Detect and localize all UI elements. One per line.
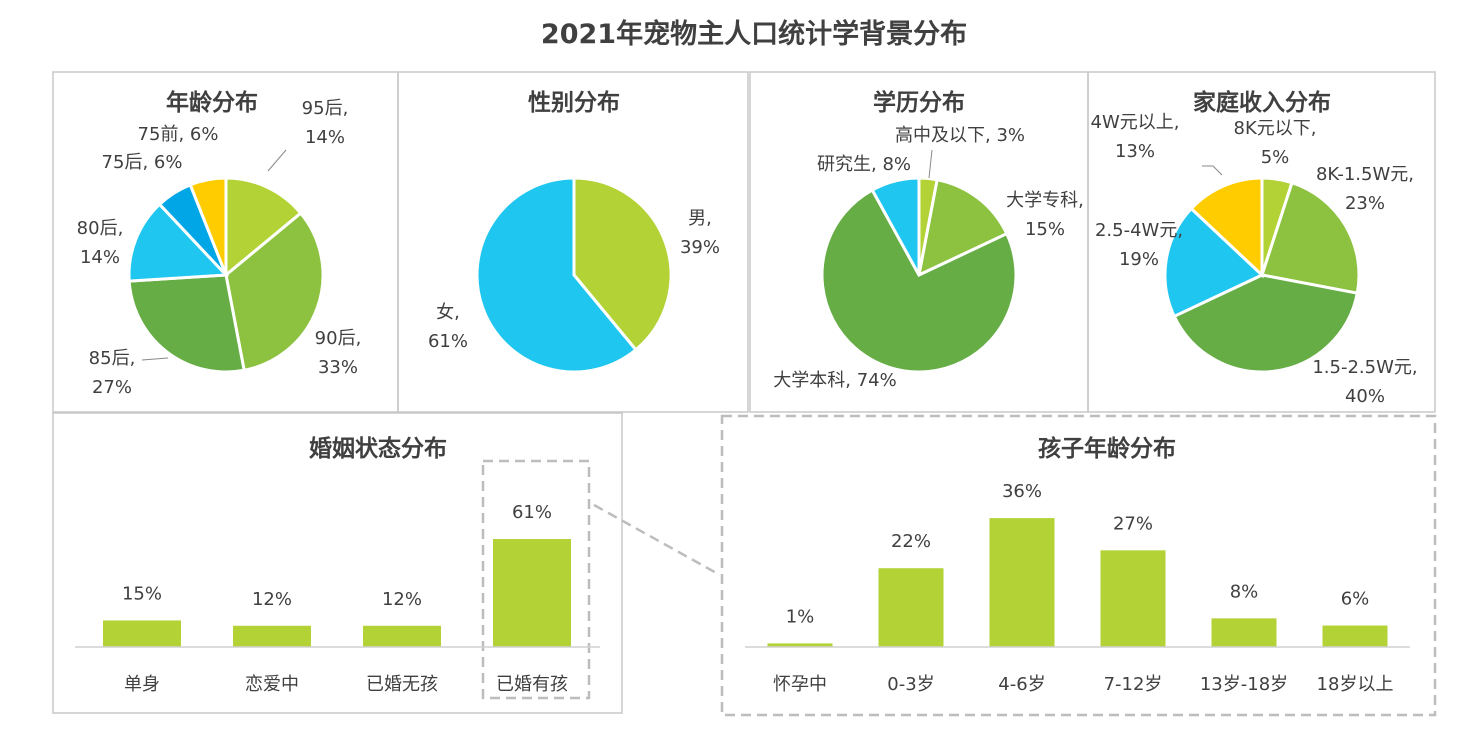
pie-chart-0: 年龄分布 95后, 14% 90后, 33% 85后, 27% 80后, 14% 75后, 6% 7… (77, 89, 362, 398)
leader-line (1202, 165, 1223, 176)
pie-slice (572, 176, 673, 352)
pie-slice (1189, 176, 1264, 279)
pie-label-name: 90后, (315, 328, 362, 349)
panel-marital (52, 412, 623, 714)
bar (1322, 625, 1388, 647)
bar-category-label: 0-3岁 (887, 674, 934, 695)
pie-slice (820, 187, 1018, 374)
pie-label-name: 85后, (89, 348, 136, 369)
main-title: 2021年宠物主人口统计学背景分布 (541, 18, 967, 50)
pie-label-name: 大学专科, (1006, 190, 1084, 211)
pie-title: 性别分布 (528, 89, 620, 116)
leader-line (928, 149, 933, 179)
bar-value-label: 36% (1002, 481, 1042, 502)
bar-category-label: 4-6岁 (998, 674, 1045, 695)
bar-category-label: 怀孕中 (773, 674, 827, 695)
pie-slice (224, 211, 325, 373)
pie-slice (475, 176, 638, 374)
pie-label-name: 1.5-2.5W元, (1312, 357, 1417, 378)
pie-label-value: 33% (318, 357, 358, 378)
leader-line (267, 149, 287, 172)
pie-title: 学历分布 (873, 89, 965, 116)
panel-income (1087, 71, 1436, 413)
bar-value-label: 61% (512, 502, 552, 523)
panel-children-dashed (720, 414, 1437, 717)
pie-slice (1163, 206, 1265, 319)
pie-data-label: 大学本科, 74% (773, 370, 896, 391)
pie-label-value: 14% (80, 247, 120, 268)
bar (989, 518, 1055, 647)
bar-title: 婚姻状态分布 (309, 435, 447, 462)
bar (1100, 550, 1166, 647)
bar-value-label: 22% (891, 531, 931, 552)
pie-label-value: 61% (428, 331, 468, 352)
pie-title: 年龄分布 (166, 89, 258, 116)
pie-label-value: 19% (1119, 249, 1159, 270)
pie-slice (127, 273, 246, 374)
bar (363, 625, 441, 647)
pie-label-name: 8K-1.5W元, (1316, 164, 1414, 185)
panel-gender (397, 71, 749, 413)
bar (493, 539, 571, 647)
pie-slice (188, 176, 228, 276)
bar-chart-0: 婚姻状态分布 15% 单身 12% 恋爱中 12% 已婚无孩 61% 已婚有孩 (75, 435, 600, 695)
pie-data-label: 研究生, 8% (817, 154, 911, 175)
pie-slice (1260, 180, 1361, 295)
pie-label-name: 男, (688, 208, 712, 229)
bar-value-label: 15% (122, 583, 162, 604)
bar-category-label: 7-12岁 (1104, 674, 1163, 695)
connector-line (593, 503, 721, 577)
pie-slice (870, 176, 921, 276)
pie-slice (127, 202, 230, 283)
bar-value-label: 12% (382, 589, 422, 610)
bar (767, 643, 833, 647)
bar-value-label: 1% (786, 606, 815, 627)
pie-data-label: 75前, 6% (138, 124, 219, 145)
pie-label-name: 95后, (302, 98, 349, 119)
pie-label-name: 女, (436, 302, 460, 323)
bar (1211, 618, 1277, 647)
pie-slice (916, 177, 1009, 278)
pie-label-value: 39% (680, 237, 720, 258)
bar-value-label: 27% (1113, 513, 1153, 534)
pie-label-value: 27% (92, 377, 132, 398)
bar (878, 568, 944, 647)
bar (233, 625, 311, 647)
pie-label-name: 80后, (77, 218, 124, 239)
pie-data-label: 75后, 6% (102, 152, 183, 173)
leader-line (141, 357, 169, 361)
pie-label-value: 15% (1025, 219, 1065, 240)
pie-slice (224, 176, 303, 279)
bar-value-label: 12% (252, 589, 292, 610)
bar-title: 孩子年龄分布 (1038, 435, 1176, 462)
pie-label-value: 23% (1345, 193, 1385, 214)
bar-value-label: 6% (1341, 589, 1370, 610)
highlight-box (481, 459, 591, 700)
bar-chart-1: 孩子年龄分布 1% 怀孕中 22% 0-3岁 36% 4-6岁 27% 7-12岁 8% 13岁-1… (745, 435, 1410, 695)
pie-label-name: 2.5-4W元, (1095, 220, 1183, 241)
pie-data-label: 高中及以下, 3% (895, 125, 1025, 146)
bar-category-label: 已婚有孩 (496, 674, 568, 695)
pie-label-value: 40% (1345, 386, 1385, 407)
bar-category-label: 已婚无孩 (366, 674, 438, 695)
bar-category-label: 13岁-18岁 (1200, 674, 1288, 695)
pie-label-value: 13% (1115, 141, 1155, 162)
pie-label-value: 14% (305, 127, 345, 148)
bar-category-label: 恋爱中 (245, 673, 299, 695)
pie-label-name: 8K元以下, (1234, 118, 1317, 139)
bar-value-label: 8% (1230, 581, 1259, 602)
pie-label-name: 4W元以上, (1091, 112, 1180, 133)
bar-category-label: 单身 (124, 674, 160, 695)
bar (103, 620, 181, 647)
bar-category-label: 18岁以上 (1317, 674, 1394, 695)
pie-title: 家庭收入分布 (1193, 89, 1331, 116)
pie-slice (1172, 273, 1360, 374)
pie-label-value: 5% (1261, 147, 1290, 168)
